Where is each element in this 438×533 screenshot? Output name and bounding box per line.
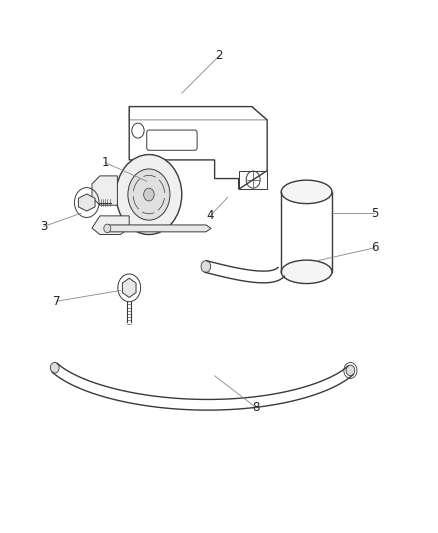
Circle shape <box>104 224 111 233</box>
Circle shape <box>50 362 59 373</box>
Text: 3: 3 <box>40 220 47 233</box>
Polygon shape <box>107 225 211 232</box>
Text: 8: 8 <box>253 401 260 414</box>
Ellipse shape <box>281 180 332 204</box>
Circle shape <box>144 188 154 201</box>
Circle shape <box>346 365 355 376</box>
Text: 5: 5 <box>371 207 378 220</box>
Text: 7: 7 <box>53 295 61 308</box>
Text: 2: 2 <box>215 50 223 62</box>
Text: 1: 1 <box>101 156 109 169</box>
Ellipse shape <box>281 260 332 284</box>
Text: 6: 6 <box>371 241 378 254</box>
Polygon shape <box>92 216 129 235</box>
Polygon shape <box>122 278 136 297</box>
Circle shape <box>128 169 170 220</box>
Polygon shape <box>92 176 117 205</box>
Polygon shape <box>78 194 95 211</box>
Circle shape <box>116 155 182 235</box>
Circle shape <box>201 261 211 272</box>
Text: 4: 4 <box>206 209 214 222</box>
